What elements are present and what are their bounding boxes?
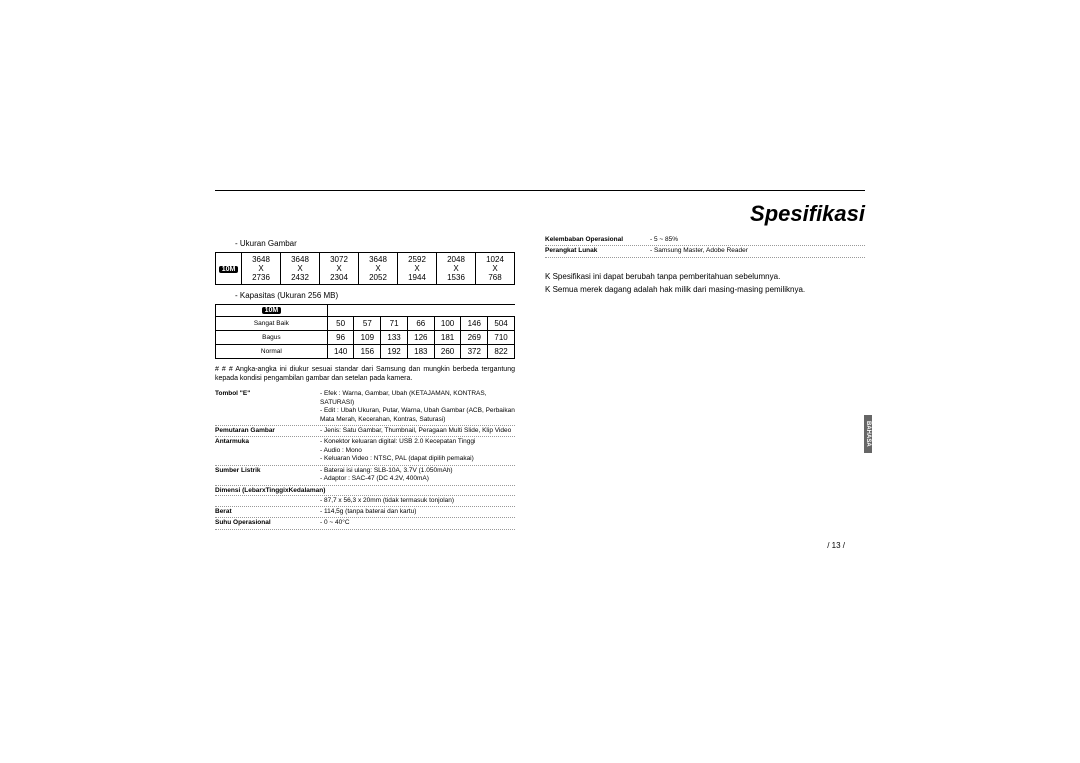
t1-c0: 3648X2736 (242, 253, 281, 285)
t1-c4: 2592X1944 (398, 253, 437, 285)
size-icon: 10M (219, 266, 239, 273)
page-title: Spesifikasi (215, 197, 865, 235)
section-kapasitas: - Kapasitas (Ukuran 256 MB) (235, 291, 515, 300)
header-rule (215, 190, 865, 191)
right-column: Kelembaban Operasional- 5 ~ 85% Perangka… (545, 235, 865, 530)
spec-list-left: Tombol "E"- Efek : Warna, Gambar, Ubah (… (215, 389, 515, 530)
t2-r2-label: Normal (216, 345, 328, 359)
t1-c3: 3648X2052 (359, 253, 398, 285)
left-column: - Ukuran Gambar 10M 3648X2736 3648X2432 … (215, 235, 515, 530)
language-tab: BAHASA (864, 415, 872, 453)
t1-c1: 3648X2432 (281, 253, 320, 285)
footnote: # # # Angka-angka ini diukur sesuai stan… (215, 365, 515, 383)
t1-c5: 2048X1536 (437, 253, 476, 285)
t2-r0-label: Sangat Baik (216, 317, 328, 331)
t1-c6: 1024X768 (476, 253, 515, 285)
section-ukuran-gambar: - Ukuran Gambar (235, 239, 515, 248)
t2-r1-label: Bagus (216, 331, 328, 345)
disclaimer-1: K Spesifikasi ini dapat berubah tanpa pe… (545, 272, 865, 281)
size-icon-2: 10M (262, 307, 282, 314)
disclaimer-2: K Semua merek dagang adalah hak milik da… (545, 285, 865, 294)
t1-c2: 3072X2304 (320, 253, 359, 285)
table-kapasitas: 10M Sangat Baik 50 57 71 66 100 146 504 … (215, 304, 515, 359)
page-number: / 13 / (827, 541, 845, 550)
spec-list-right: Kelembaban Operasional- 5 ~ 85% Perangka… (545, 235, 865, 258)
table-ukuran-gambar: 10M 3648X2736 3648X2432 3072X2304 3648X2… (215, 252, 515, 285)
